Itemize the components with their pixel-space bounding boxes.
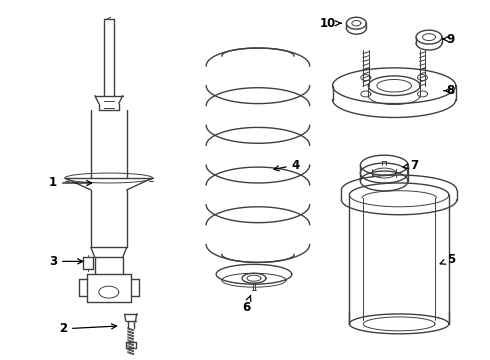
Text: 3: 3 [49,255,83,268]
Text: 10: 10 [319,17,341,30]
Text: 9: 9 [443,33,455,46]
Text: 4: 4 [274,159,300,172]
Text: 5: 5 [440,253,455,266]
Text: 8: 8 [444,84,455,97]
Text: 2: 2 [59,322,117,336]
Text: 1: 1 [49,176,92,189]
Text: 7: 7 [403,159,418,172]
Text: 6: 6 [242,295,251,314]
